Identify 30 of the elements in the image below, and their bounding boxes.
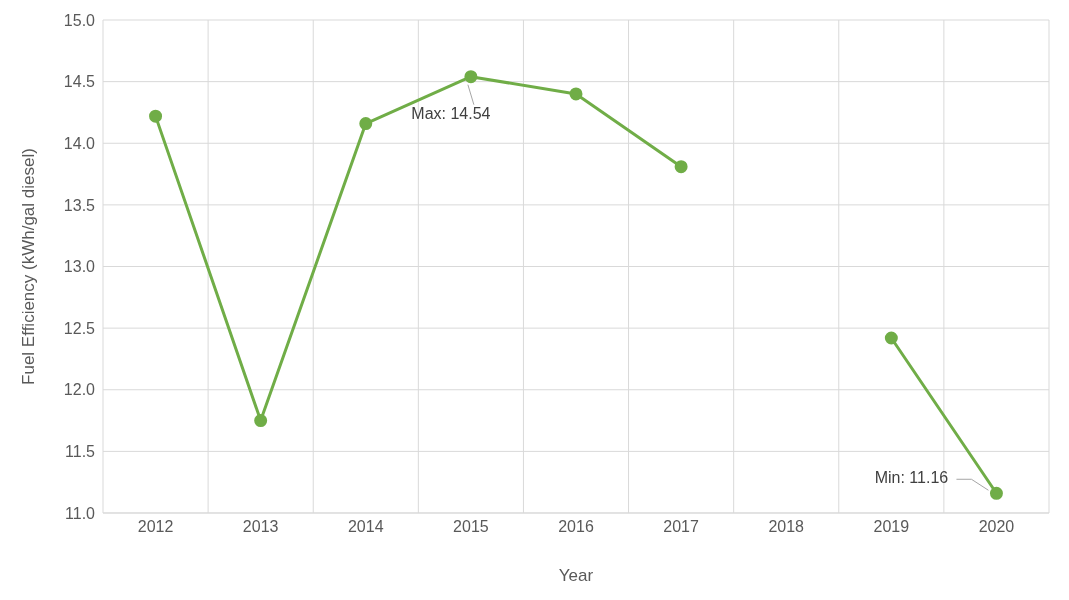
y-tick-label: 13.0 [63, 258, 96, 276]
point [464, 70, 478, 84]
point [884, 331, 898, 345]
point [254, 414, 268, 428]
point [569, 87, 583, 101]
y-axis-title: Fuel Efficiency (kWh/gal diesel) [19, 148, 39, 385]
annotation: Max: 14.54 [411, 104, 491, 122]
point [989, 486, 1003, 500]
y-tick-label: 13.5 [63, 196, 96, 214]
y-tick-label: 11.5 [65, 443, 96, 461]
x-tick-label: 2012 [137, 518, 174, 536]
x-tick-label: 2015 [453, 518, 489, 536]
x-tick-label: 2017 [663, 518, 700, 536]
y-tick-label: 12.0 [63, 381, 96, 399]
x-axis-title: Year [558, 566, 594, 585]
y-tick-label: 12.5 [63, 319, 96, 337]
point [149, 109, 163, 123]
y-tick-label: 11.0 [65, 504, 96, 522]
x-tick-label: 2013 [242, 518, 279, 536]
point [359, 117, 373, 131]
x-tick-label: 2019 [873, 518, 910, 536]
annotation: Min: 11.16 [874, 469, 949, 487]
y-tick-label: 14.0 [63, 134, 96, 152]
y-tick-label: 15.0 [63, 11, 96, 29]
x-tick-label: 2016 [558, 518, 594, 536]
x-tick-label: 2014 [347, 518, 384, 536]
y-tick-label: 14.5 [63, 73, 96, 91]
point [674, 160, 688, 174]
x-tick-label: 2018 [768, 518, 805, 536]
x-tick-label: 2020 [978, 518, 1015, 536]
